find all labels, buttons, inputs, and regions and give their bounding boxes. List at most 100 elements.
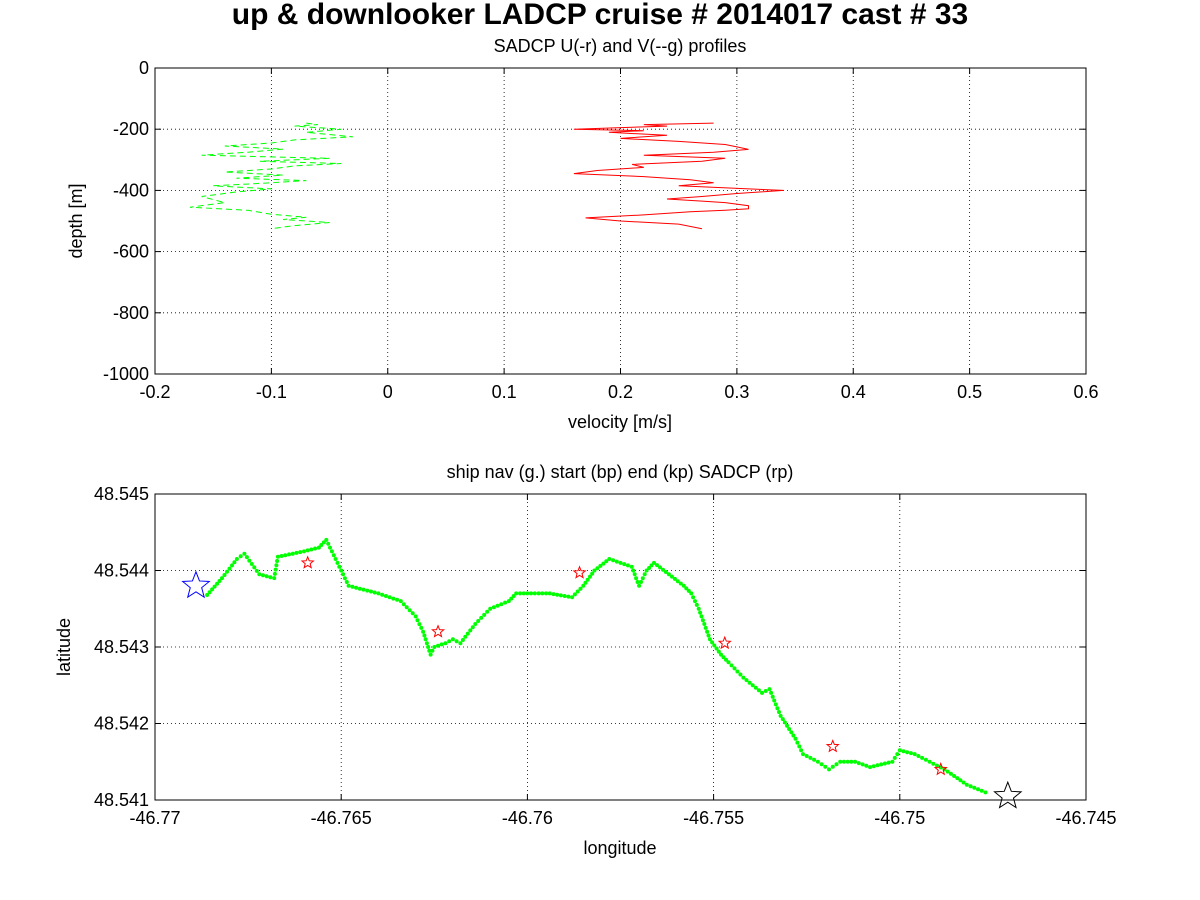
ship-nav-point (313, 546, 318, 551)
ship-nav-point (702, 622, 707, 626)
ship-nav-point (777, 710, 781, 714)
ship-nav-point (273, 567, 278, 572)
ship-nav-point (787, 727, 792, 731)
ship-nav-point (705, 629, 710, 634)
ship-nav-point (948, 771, 953, 776)
sadcp-point-star (717, 635, 732, 650)
ship-nav-point (428, 652, 433, 657)
ship-nav-point (590, 571, 595, 576)
ship-nav-point (365, 588, 370, 593)
ship-nav-point (575, 589, 580, 594)
ship-nav-point (485, 609, 490, 614)
ship-nav-plot: ship nav (g.) start (bp) end (kp) SADCP … (54, 462, 1117, 858)
ship-nav-point (669, 574, 674, 579)
ship-nav-point (581, 583, 586, 588)
nav-plot-xlabel: longitude (583, 838, 656, 858)
sadcp-point-star (825, 739, 840, 753)
ship-nav-point (463, 634, 468, 639)
ship-nav-point (369, 589, 373, 594)
ship-nav-point (618, 560, 623, 565)
ship-nav-point (274, 563, 279, 568)
ship-nav-point (909, 751, 913, 756)
ship-nav-point (210, 587, 215, 592)
ship-nav-point (566, 594, 571, 599)
ship-nav-point (503, 600, 508, 605)
ship-nav-point (750, 683, 755, 688)
ship-nav-point (387, 595, 392, 600)
ship-nav-point (422, 633, 427, 638)
x-tick-label: 0.1 (492, 382, 517, 402)
ship-nav-point (726, 660, 731, 665)
ship-nav-point (329, 549, 334, 554)
ship-nav-point (721, 655, 726, 660)
ship-nav-point (691, 595, 696, 600)
ship-nav-point (298, 550, 303, 555)
velocity-plot-xlabel: velocity [m/s] (568, 412, 672, 432)
ship-nav-point (686, 588, 691, 593)
ship-nav-point (518, 591, 522, 596)
ship-nav-point (470, 625, 475, 630)
ship-nav-point (468, 628, 473, 633)
ship-nav-point (443, 641, 448, 646)
ship-nav-point (625, 563, 630, 568)
ship-nav-point (801, 752, 805, 757)
ship-nav-point (540, 591, 545, 596)
ship-nav-point (827, 767, 831, 772)
ship-nav-point (678, 581, 683, 586)
ship-nav-point (491, 605, 496, 610)
ship-nav-point (506, 599, 511, 604)
x-tick-label: -46.765 (311, 808, 372, 828)
ship-nav-point (658, 565, 662, 570)
x-tick-label: 0.2 (608, 382, 633, 402)
ship-nav-point (767, 687, 772, 692)
ship-nav-point (819, 762, 824, 767)
ship-nav-point (305, 548, 310, 553)
ship-nav-point (927, 759, 932, 764)
ship-nav-point (426, 645, 431, 649)
ship-nav-point (380, 592, 385, 597)
ship-nav-point (712, 643, 717, 648)
ship-nav-point (631, 568, 636, 573)
ship-nav-point (634, 576, 639, 581)
ship-nav-point (254, 568, 259, 573)
sadcp-point-star (933, 762, 948, 776)
ship-nav-point (339, 568, 344, 573)
ship-nav-point (815, 759, 820, 764)
ship-nav-point (555, 592, 560, 597)
ship-nav-point (604, 559, 609, 564)
ship-nav-point (778, 713, 783, 718)
ship-nav-point (421, 629, 426, 634)
y-tick-label: -400 (113, 180, 149, 200)
x-tick-label: -0.2 (139, 382, 170, 402)
ship-nav-point (649, 563, 654, 568)
y-tick-label: 48.543 (94, 637, 149, 657)
ship-nav-point (698, 610, 703, 615)
ship-nav-point (410, 611, 415, 616)
ship-nav-point (413, 614, 418, 619)
ship-nav-point (423, 637, 428, 642)
ship-nav-point (205, 593, 210, 597)
x-tick-label: 0.6 (1073, 382, 1098, 402)
x-tick-label: -46.75 (874, 808, 925, 828)
ship-nav-point (693, 599, 697, 604)
ship-nav-point (892, 755, 897, 760)
ship-nav-point (592, 568, 597, 573)
ship-nav-point (635, 580, 640, 584)
ship-nav-point (964, 782, 969, 787)
nav-plot-series (181, 537, 1023, 809)
ship-nav-point (632, 572, 637, 577)
ship-nav-point (875, 763, 880, 768)
ship-nav-point (789, 730, 794, 735)
ship-nav-point (983, 790, 988, 795)
ship-nav-point (912, 752, 917, 757)
ship-nav-point (845, 759, 850, 764)
ship-nav-point (222, 573, 227, 577)
ship-nav-point (696, 606, 701, 611)
ship-nav-point (976, 787, 980, 792)
ship-nav-point (791, 733, 796, 738)
ship-nav-point (525, 591, 530, 596)
ship-nav-point (747, 680, 752, 685)
y-tick-label: 48.542 (94, 714, 149, 734)
nav-plot-ylabel: latitude (54, 618, 74, 676)
ship-nav-point (856, 761, 861, 766)
